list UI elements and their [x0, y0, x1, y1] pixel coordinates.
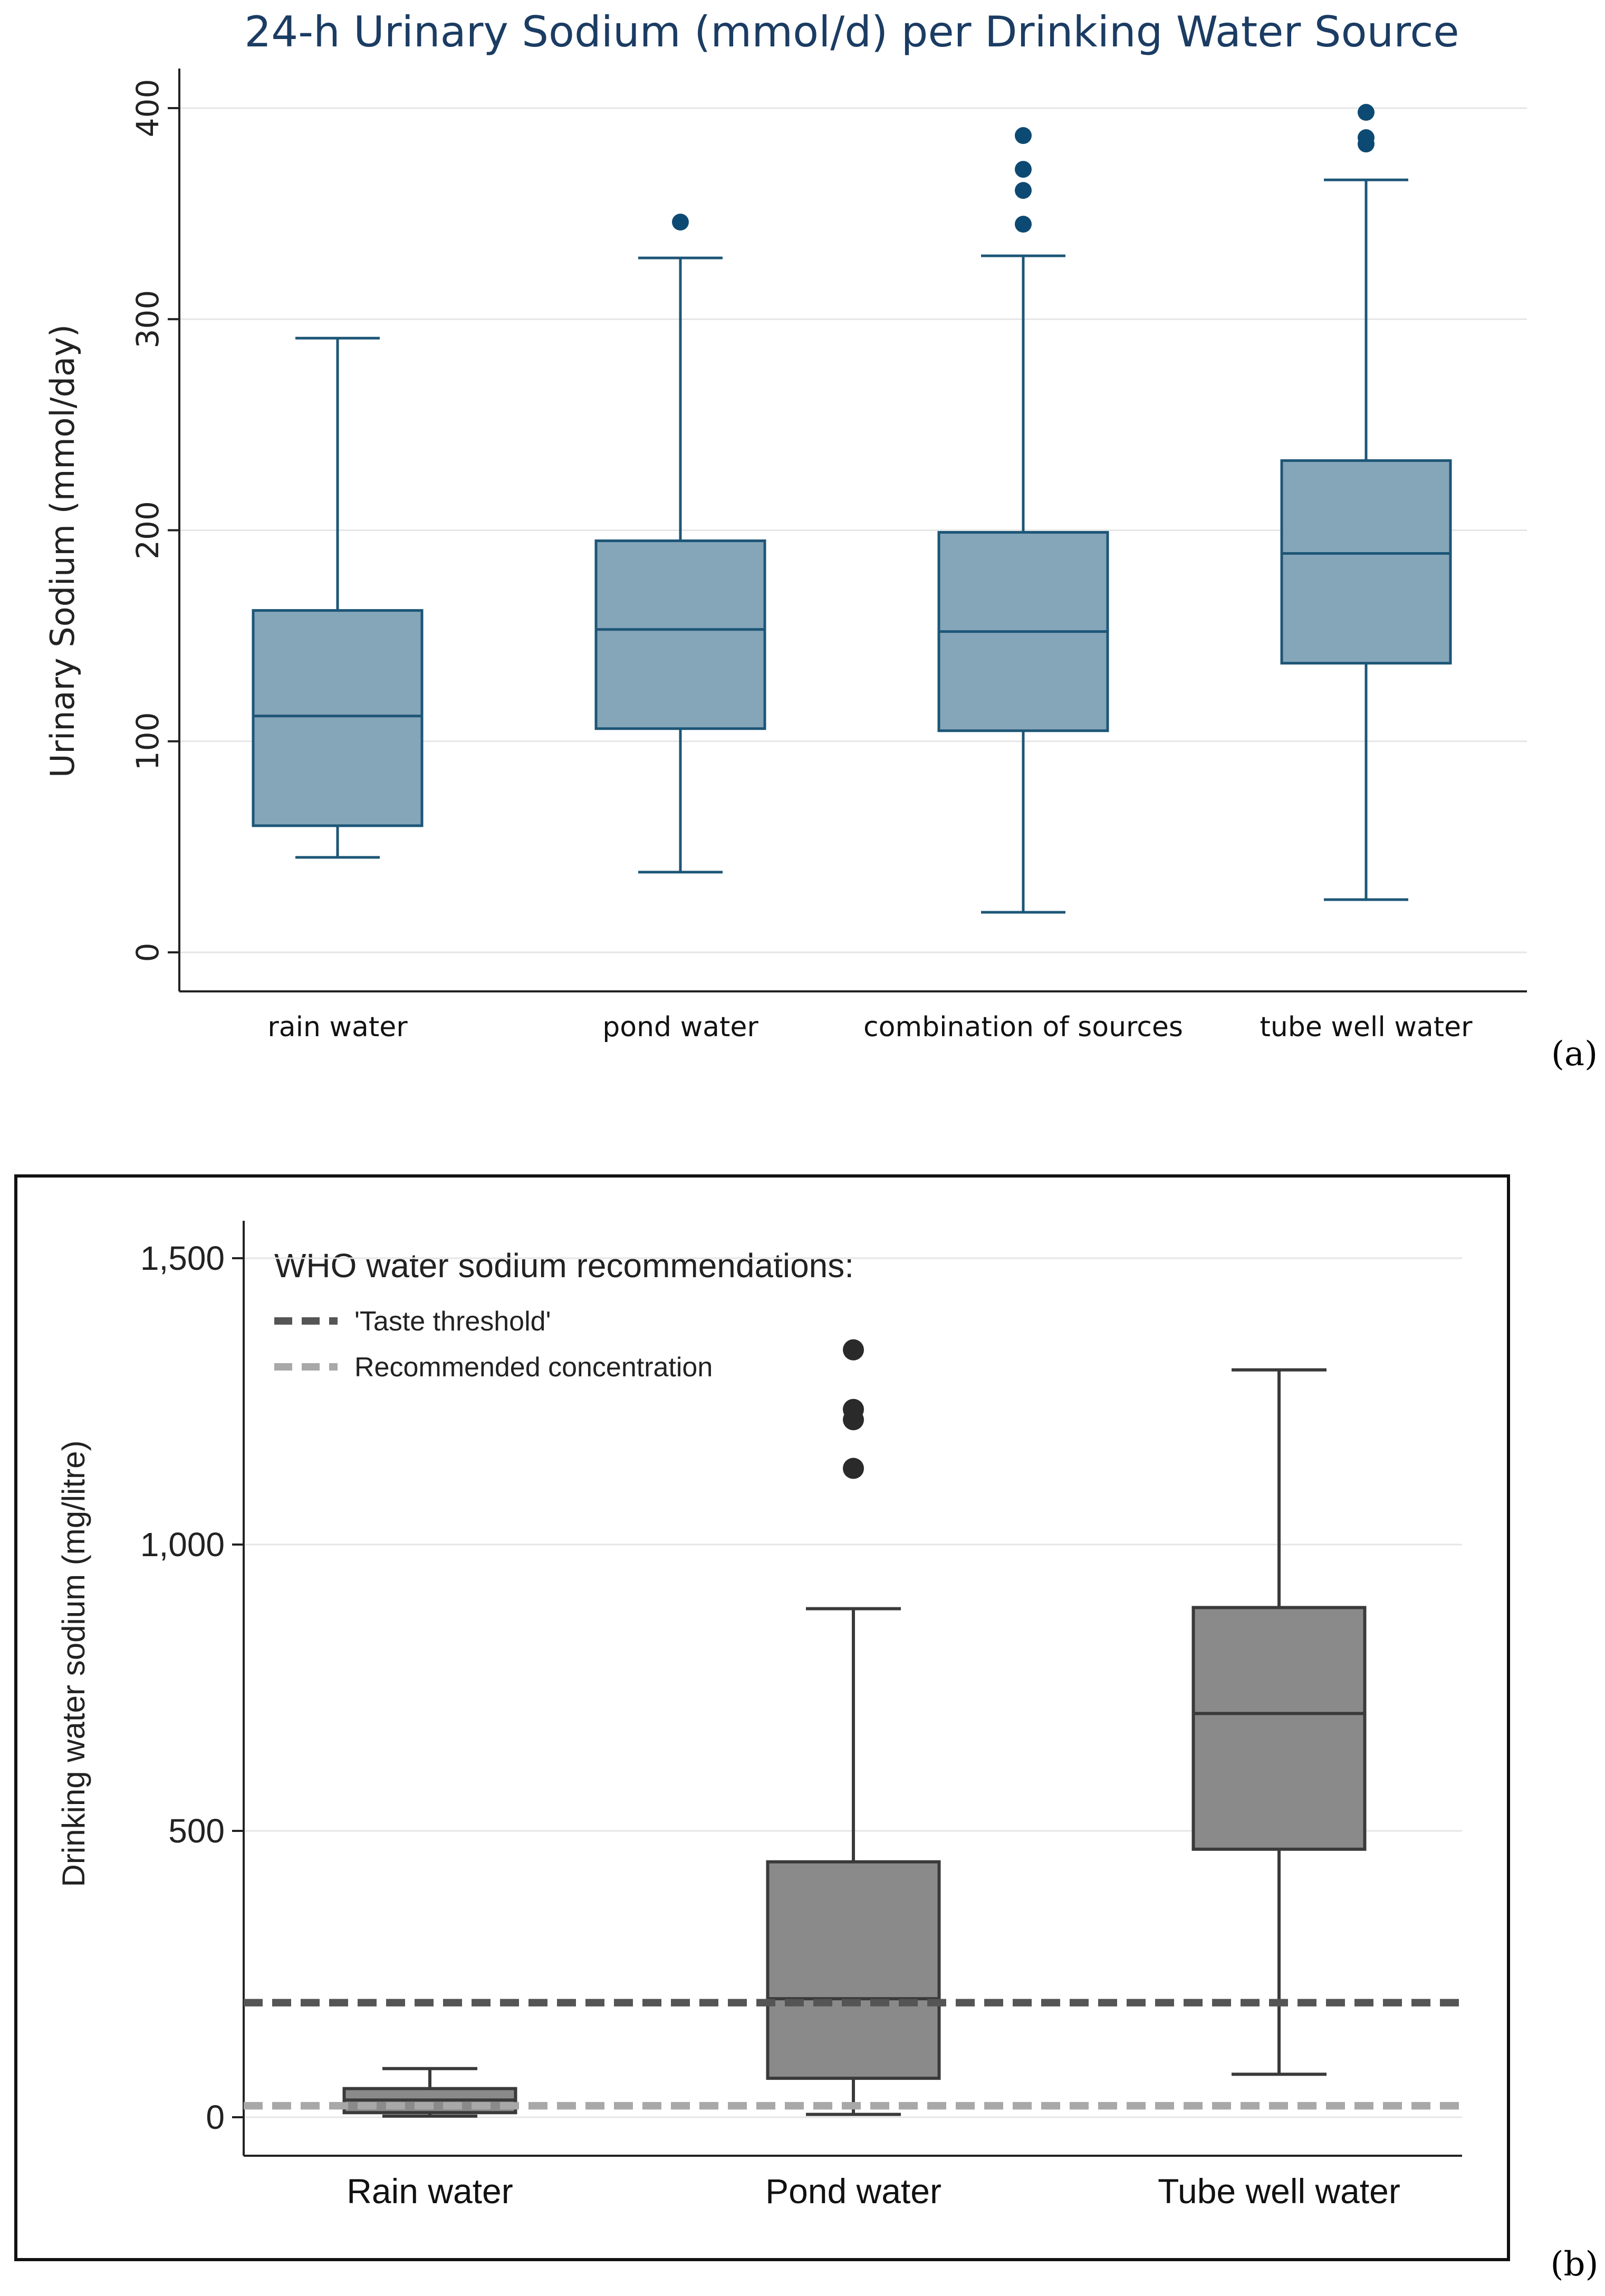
legend-taste-threshold-label: 'Taste threshold': [354, 1306, 551, 1337]
chart-a-title: 24-h Urinary Sodium (mmol/d) per Drinkin…: [244, 7, 1459, 56]
x-tick-label: Tube well water: [1158, 2172, 1400, 2211]
chart-a-y-axis-label: Urinary Sodium (mmol/day): [43, 324, 82, 778]
outlier-point: [1015, 182, 1032, 199]
iqr-box: [1280, 459, 1452, 665]
y-tick-label: 400: [130, 79, 166, 138]
x-tick-label: rain water: [267, 1011, 408, 1043]
iqr-box: [252, 609, 424, 827]
y-tick-label: 1,000: [140, 1526, 225, 1564]
outlier-point: [1015, 127, 1032, 144]
legend-recommended-label: Recommended concentration: [354, 1352, 713, 1383]
y-tick-label: 1,500: [140, 1239, 225, 1277]
outlier-point: [843, 1339, 864, 1361]
box-plot-tube-well-water: [1191, 1368, 1367, 2076]
x-tick-label: tube well water: [1260, 1011, 1473, 1043]
iqr-box: [766, 1860, 941, 2080]
outlier-point: [1358, 129, 1375, 147]
chart-b-y-axis-label: Drinking water sodium (mg/litre): [56, 1441, 91, 1887]
panel-b-frame: [14, 1174, 1510, 2261]
outlier-point: [1358, 104, 1375, 121]
y-tick-label: 0: [206, 2098, 225, 2136]
y-tick-label: 300: [130, 290, 166, 349]
outlier-point: [1015, 216, 1032, 233]
chart-b-legend: WHO water sodium recommendations: 'Taste…: [274, 1247, 854, 1383]
box-plot-combination-of-sources: [937, 127, 1109, 914]
y-tick-label: 0: [130, 943, 166, 962]
iqr-box: [594, 539, 766, 730]
chart-a-plot: 0 100 200 300 400 rain water pond water combina…: [130, 69, 1527, 1043]
x-tick-label: pond water: [602, 1011, 758, 1043]
box-plot-rain-water: [252, 336, 424, 859]
x-tick-label: Pond water: [765, 2172, 941, 2211]
box-plot-tube-well-water: [1280, 104, 1452, 901]
chart-b-plot: 0 500 1,000 1,500 Rain water Pond water Tube w…: [140, 1221, 1462, 2211]
y-tick-label: 500: [168, 1812, 225, 1850]
box-plot-pond-water: [766, 1339, 941, 2116]
outlier-point: [1015, 161, 1032, 178]
panel-b-label: (b): [1551, 2245, 1599, 2284]
outlier-point: [843, 1398, 864, 1420]
y-tick-label: 100: [130, 712, 166, 770]
y-tick-label: 200: [130, 501, 166, 559]
x-tick-label: combination of sources: [863, 1011, 1183, 1043]
iqr-box: [1191, 1606, 1367, 1851]
panel-a-label: (a): [1551, 1035, 1598, 1074]
outlier-point: [843, 1458, 864, 1479]
box-plot-pond-water: [594, 214, 766, 874]
x-tick-label: Rain water: [347, 2172, 513, 2211]
legend-title: WHO water sodium recommendations:: [274, 1247, 854, 1285]
outlier-point: [672, 214, 689, 231]
